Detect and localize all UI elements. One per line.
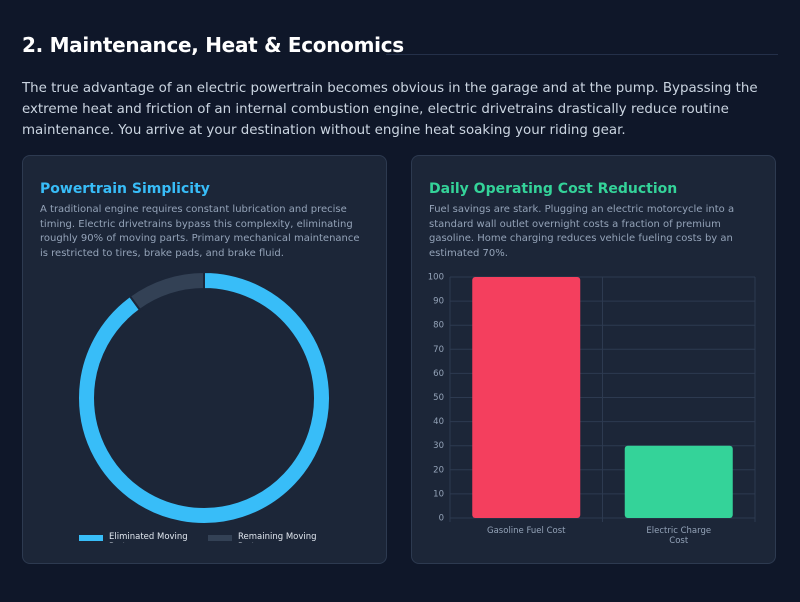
card-title: Daily Operating Cost Reduction (429, 181, 678, 197)
y-tick-label: 40 (433, 417, 444, 427)
intro-paragraph: The true advantage of an electric powert… (22, 81, 758, 138)
legend-label: Eliminated Moving Parts (109, 532, 188, 543)
y-tick-label: 30 (433, 441, 444, 451)
bar (472, 277, 581, 518)
bar (624, 445, 733, 518)
legend-swatch (208, 535, 232, 541)
doughnut-segment (128, 270, 205, 312)
card (22, 155, 387, 564)
y-tick-label: 100 (428, 273, 444, 283)
legend-swatch (79, 535, 103, 541)
y-tick-label: 20 (433, 465, 444, 475)
section-title: 2. Maintenance, Heat & Economics (22, 33, 404, 57)
title-rule (386, 54, 778, 55)
card-description: A traditional engine requires constant l… (40, 204, 360, 259)
y-tick-label: 90 (433, 297, 444, 307)
card-title: Powertrain Simplicity (40, 181, 210, 197)
y-tick-label: 60 (433, 369, 444, 379)
y-tick-label: 0 (439, 514, 444, 524)
y-tick-label: 80 (433, 321, 444, 331)
y-tick-label: 70 (433, 345, 444, 355)
x-tick-label: Electric Charge Cost (646, 526, 712, 546)
legend-label: Remaining Moving Parts (238, 532, 317, 543)
x-tick-label: Gasoline Fuel Cost (487, 526, 566, 536)
y-tick-label: 50 (433, 393, 444, 403)
y-tick-label: 10 (433, 489, 444, 499)
doughnut-segment (77, 270, 331, 525)
card-description: Fuel savings are stark. Plugging an elec… (429, 204, 735, 259)
